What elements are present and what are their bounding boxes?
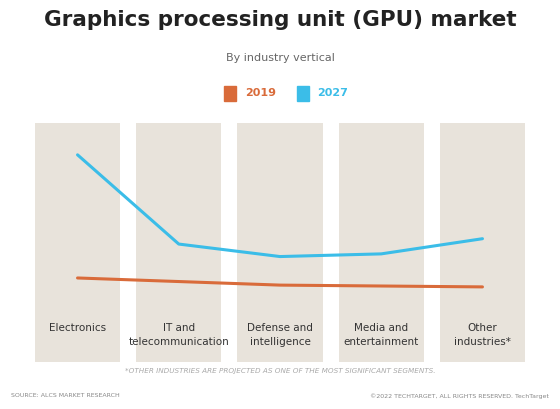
Text: By industry vertical: By industry vertical — [226, 53, 334, 63]
Text: SOURCE: ALCS MARKET RESEARCH: SOURCE: ALCS MARKET RESEARCH — [11, 393, 120, 398]
Bar — [224, 86, 236, 101]
Bar — [35, 123, 120, 319]
Bar — [339, 123, 424, 319]
Bar — [237, 123, 323, 319]
Text: Other
industries*: Other industries* — [454, 323, 511, 347]
Bar — [440, 123, 525, 319]
Bar — [35, 319, 120, 362]
Bar — [136, 319, 221, 362]
Text: ©2022 TECHTARGET, ALL RIGHTS RESERVED. TechTarget: ©2022 TECHTARGET, ALL RIGHTS RESERVED. T… — [370, 393, 549, 398]
Bar — [297, 86, 309, 101]
Text: IT and
telecommunication: IT and telecommunication — [128, 323, 229, 347]
Text: Graphics processing unit (GPU) market: Graphics processing unit (GPU) market — [44, 10, 516, 30]
Text: *OTHER INDUSTRIES ARE PROJECTED AS ONE OF THE MOST SIGNIFICANT SEGMENTS.: *OTHER INDUSTRIES ARE PROJECTED AS ONE O… — [125, 368, 435, 374]
Text: Electronics: Electronics — [49, 323, 106, 333]
Bar — [440, 319, 525, 362]
Text: Media and
entertainment: Media and entertainment — [344, 323, 419, 347]
Text: 2027: 2027 — [318, 88, 348, 98]
Text: Defense and
intelligence: Defense and intelligence — [247, 323, 313, 347]
Bar — [136, 123, 221, 319]
Bar — [237, 319, 323, 362]
Text: 2019: 2019 — [245, 88, 276, 98]
Bar — [339, 319, 424, 362]
